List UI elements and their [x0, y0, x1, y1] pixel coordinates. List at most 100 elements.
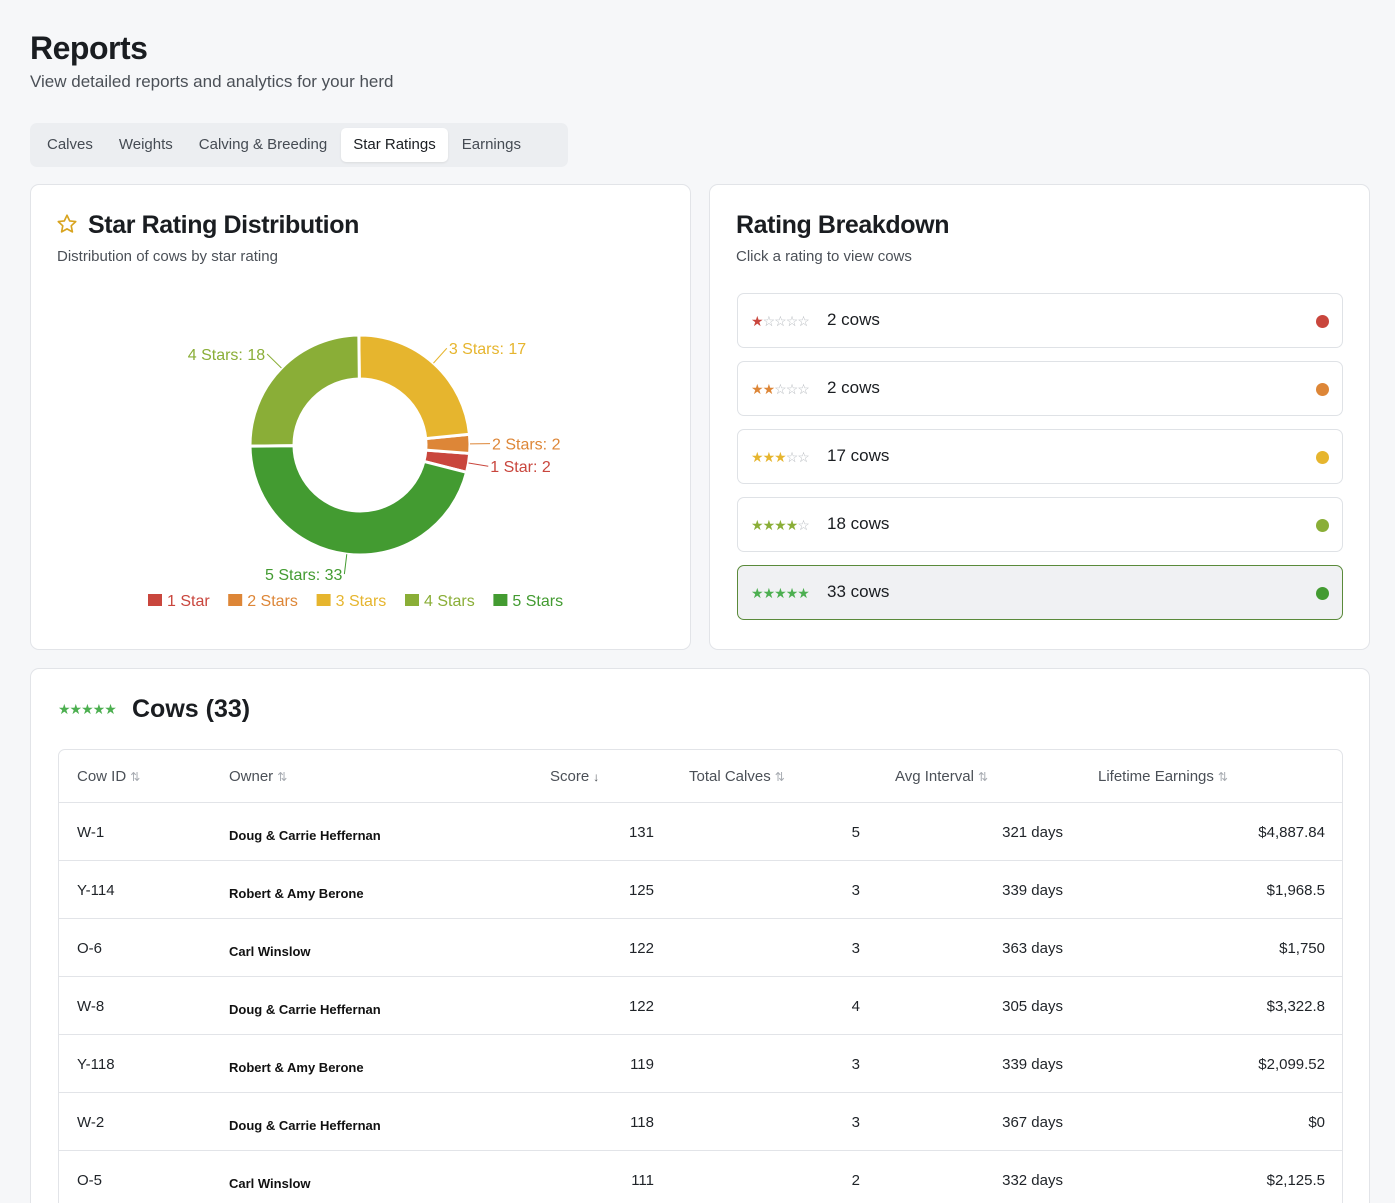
star-rating-icons: ★★★★★ — [751, 585, 810, 602]
slice-label: 5 Stars: 33 — [265, 567, 342, 584]
cell-avg-interval: 321 days — [1002, 824, 1063, 841]
donut-slice[interactable] — [248, 333, 361, 448]
table-row[interactable]: W-2 Doug & Carrie Heffernan 118 3 367 days $0 — [59, 1093, 1342, 1151]
rating-row-2-star[interactable]: ★★☆☆☆ 2 cows — [737, 361, 1343, 416]
cell-cow-id: O-6 — [77, 940, 103, 957]
tab-calving-breeding[interactable]: Calving & Breeding — [198, 136, 328, 153]
tab-weights[interactable]: Weights — [118, 136, 173, 153]
star-filled-icon: ★ — [751, 517, 764, 533]
star-empty-icon: ☆ — [797, 313, 810, 329]
rating-color-dot — [1316, 587, 1329, 600]
legend-item[interactable]: 3 Stars — [316, 593, 387, 610]
distribution-title: Star Rating Distribution — [88, 211, 359, 239]
rating-color-dot — [1316, 315, 1329, 328]
report-tabs: Calves Weights Calving & Breeding Star R… — [30, 123, 568, 167]
cell-total-calves: 3 — [851, 882, 860, 899]
cell-lifetime-earnings: $1,750 — [1279, 940, 1325, 957]
cell-lifetime-earnings: $2,099.52 — [1258, 1056, 1325, 1073]
star-filled-icon: ★ — [785, 517, 799, 533]
cell-score: 131 — [628, 824, 654, 841]
cell-owner: Robert & Amy Berone — [229, 1060, 364, 1075]
slice-label: 1 Star: 2 — [490, 459, 551, 476]
legend-swatch — [228, 594, 243, 606]
legend-item[interactable]: 1 Star — [148, 593, 210, 610]
cell-total-calves: 4 — [851, 998, 860, 1015]
legend-swatch — [148, 594, 162, 606]
cell-avg-interval: 305 days — [1002, 998, 1063, 1015]
cell-total-calves: 5 — [851, 824, 860, 841]
cell-avg-interval: 332 days — [1002, 1172, 1063, 1189]
cell-cow-id: W-1 — [77, 824, 105, 841]
legend-swatch — [316, 594, 331, 606]
rating-count-label: 18 cows — [827, 514, 890, 533]
legend-swatch — [405, 594, 419, 606]
legend-item[interactable]: 2 Stars — [228, 593, 298, 610]
rating-row-1-star[interactable]: ★☆☆☆☆ 2 cows — [737, 293, 1343, 348]
column-lifetime-earnings[interactable]: Lifetime Earnings ⇅ — [1098, 768, 1228, 785]
table-header: Cow ID ⇅ Owner ⇅ Score ↓ Total Calves ⇅ Avg … — [59, 750, 1342, 803]
rating-count-label: 17 cows — [827, 446, 890, 465]
sort-icon: ⇅ — [1217, 770, 1228, 784]
page-title: Reports — [30, 30, 148, 66]
slice-label: 4 Stars: 18 — [188, 347, 265, 364]
legend-item[interactable]: 5 Stars — [493, 593, 563, 610]
cell-owner: Robert & Amy Berone — [229, 886, 364, 901]
distribution-description: Distribution of cows by star rating — [57, 248, 278, 265]
table-row[interactable]: Y-114 Robert & Amy Berone 125 3 339 days $1,9… — [59, 861, 1342, 919]
star-empty-icon: ☆ — [785, 313, 799, 329]
column-avg-interval[interactable]: Avg Interval ⇅ — [895, 768, 988, 785]
slice-leader-line — [468, 462, 489, 467]
cell-score: 122 — [628, 998, 654, 1015]
column-cow-id[interactable]: Cow ID ⇅ — [77, 768, 141, 785]
star-rating-icons: ★☆☆☆☆ — [751, 313, 810, 330]
rating-row-4-star[interactable]: ★★★★☆ 18 cows — [737, 497, 1343, 552]
star-filled-icon: ★ — [774, 517, 787, 533]
tab-calves[interactable]: Calves — [47, 136, 93, 153]
legend-label: 1 Star — [167, 593, 210, 610]
table-row[interactable]: Y-118 Robert & Amy Berone 119 3 339 days $2,0… — [59, 1035, 1342, 1093]
sort-icon: ⇅ — [977, 770, 988, 784]
table-row[interactable]: W-8 Doug & Carrie Heffernan 122 4 305 days $3… — [59, 977, 1342, 1035]
cell-owner: Carl Winslow — [229, 1176, 311, 1191]
star-filled-icon: ★ — [797, 585, 810, 601]
cows-table: Cow ID ⇅ Owner ⇅ Score ↓ Total Calves ⇅ Avg … — [58, 749, 1343, 1203]
cell-lifetime-earnings: $1,968.5 — [1266, 882, 1325, 899]
slice-label: 2 Stars: 2 — [492, 437, 561, 454]
cell-owner: Doug & Carrie Heffernan — [229, 1002, 381, 1017]
slice-leader-line — [266, 353, 282, 369]
breakdown-title: Rating Breakdown — [736, 211, 950, 239]
cell-owner: Doug & Carrie Heffernan — [229, 1118, 381, 1133]
cell-lifetime-earnings: $2,125.5 — [1266, 1172, 1325, 1189]
star-rating-icons: ★★☆☆☆ — [751, 381, 810, 398]
column-owner[interactable]: Owner ⇅ — [229, 768, 288, 785]
rating-row-5-star[interactable]: ★★★★★ 33 cows — [737, 565, 1343, 620]
tab-star-ratings[interactable]: Star Ratings — [341, 128, 448, 162]
rating-row-3-star[interactable]: ★★★☆☆ 17 cows — [737, 429, 1343, 484]
star-filled-icon: ★ — [774, 449, 787, 465]
table-row[interactable]: O-6 Carl Winslow 122 3 363 days $1,750 — [59, 919, 1342, 977]
star-empty-icon: ☆ — [797, 517, 810, 533]
cell-total-calves: 3 — [851, 940, 860, 957]
rating-color-dot — [1316, 383, 1329, 396]
cows-title: Cows (33) — [132, 695, 251, 723]
column-score[interactable]: Score ↓ — [550, 768, 600, 785]
table-row[interactable]: W-1 Doug & Carrie Heffernan 131 5 321 days $4… — [59, 803, 1342, 861]
legend-item[interactable]: 4 Stars — [405, 593, 475, 610]
star-filled-icon: ★ — [751, 585, 764, 601]
cell-avg-interval: 339 days — [1002, 882, 1063, 899]
star-filled-icon: ★ — [762, 517, 776, 533]
sort-icon: ⇅ — [774, 770, 785, 784]
donut-slice[interactable] — [248, 444, 469, 557]
tab-earnings[interactable]: Earnings — [461, 136, 521, 153]
rating-count-label: 33 cows — [827, 582, 890, 601]
cell-score: 118 — [630, 1114, 654, 1131]
star-filled-icon: ★ — [762, 449, 776, 465]
star-empty-icon: ☆ — [774, 381, 787, 397]
column-total-calves[interactable]: Total Calves ⇅ — [689, 768, 785, 785]
legend-label: 5 Stars — [512, 593, 563, 610]
cell-score: 125 — [628, 882, 654, 899]
rating-breakdown-card: Rating Breakdown Click a rating to view … — [709, 184, 1370, 650]
star-empty-icon: ☆ — [762, 313, 776, 329]
table-row[interactable]: O-5 Carl Winslow 111 2 332 days $2,125.5 — [59, 1151, 1342, 1203]
cell-total-calves: 3 — [851, 1114, 860, 1131]
